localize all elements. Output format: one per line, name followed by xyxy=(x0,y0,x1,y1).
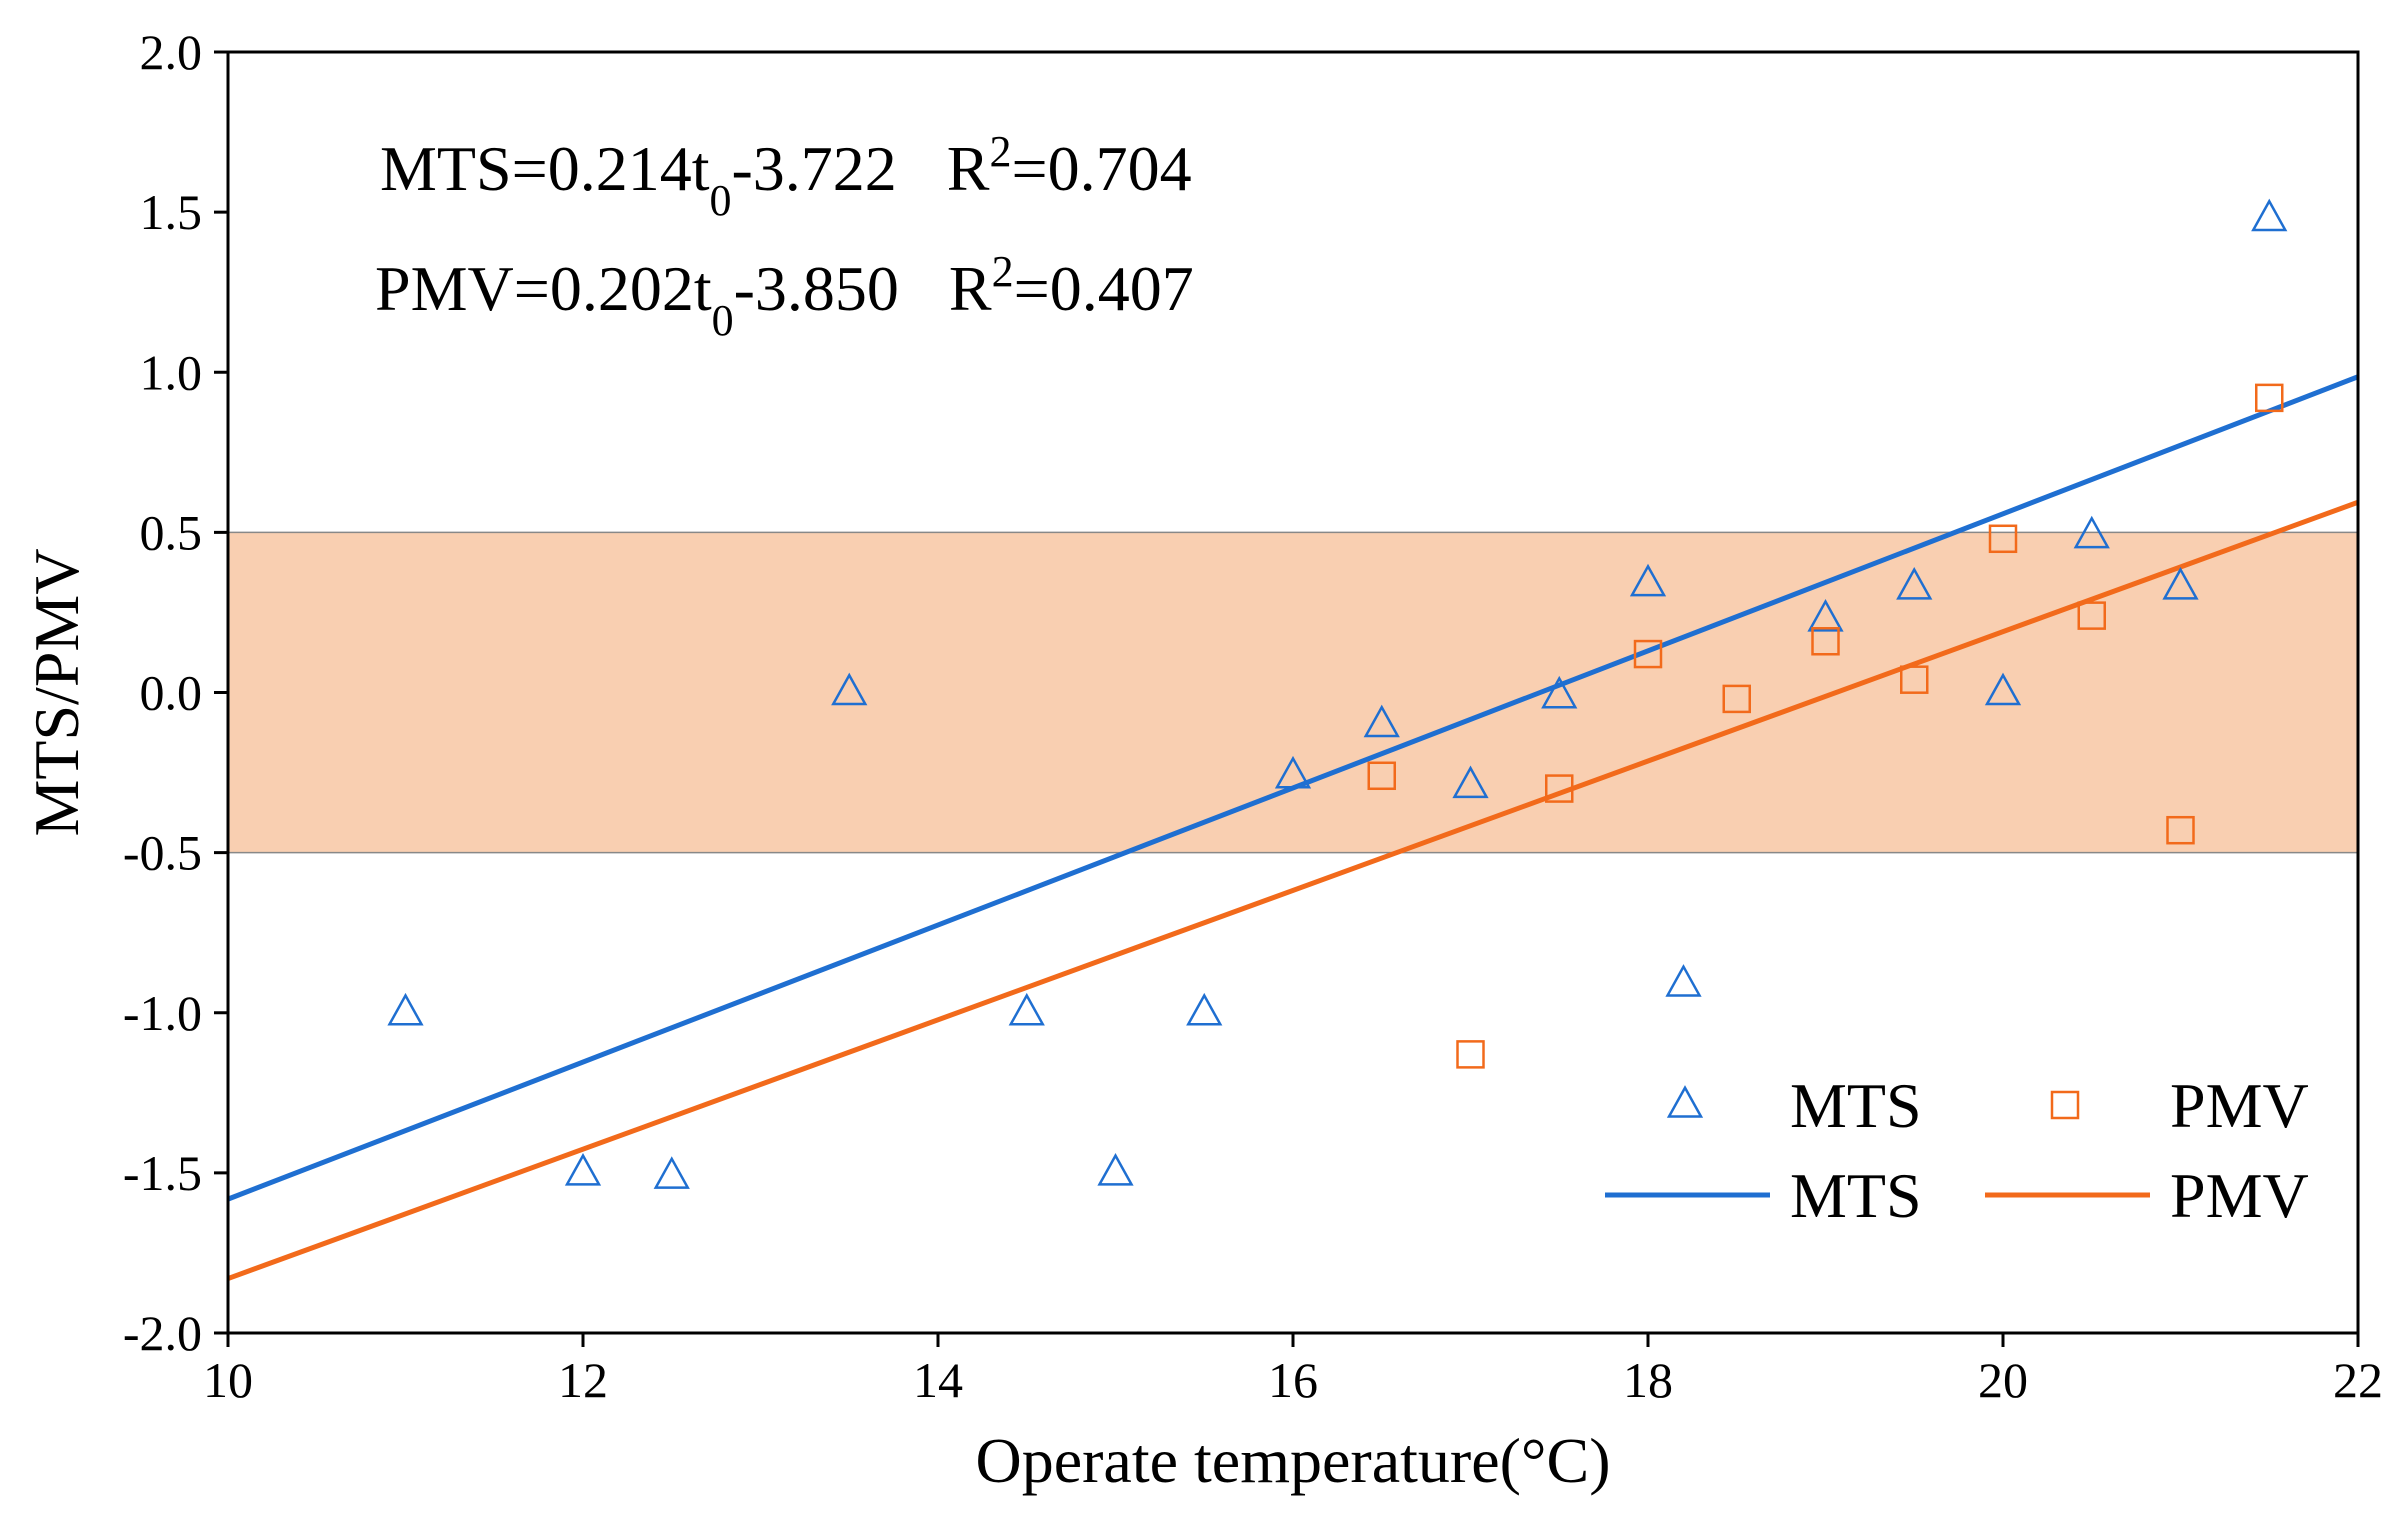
legend-label-pmv: PMV xyxy=(2170,1070,2309,1141)
y-tick-label: -2.0 xyxy=(123,1305,202,1361)
pmv-point xyxy=(2166,815,2195,845)
y-tick-label: 2.0 xyxy=(140,24,203,80)
pmv-point xyxy=(1367,761,1396,791)
mts-point xyxy=(564,1153,602,1186)
equation-pmv-mid: -3.850 xyxy=(734,253,899,324)
equation-mts-sub: 0 xyxy=(709,176,731,225)
fit-line-pmv xyxy=(227,499,2359,1281)
mts-point xyxy=(1807,598,1844,632)
legend-label-mts: MTS xyxy=(1790,1160,1922,1231)
y-tick-label: 0.5 xyxy=(140,504,203,560)
pmv-point xyxy=(1900,665,1929,694)
mts-point xyxy=(1984,672,2022,706)
x-tick-label: 16 xyxy=(1268,1352,1318,1408)
pmv-point xyxy=(1456,1040,1485,1069)
y-tick-label: 1.0 xyxy=(140,344,203,400)
mts-point xyxy=(1629,563,1667,597)
equation-mts-mid: -3.722 xyxy=(731,133,896,204)
y-tick-label: -1.0 xyxy=(123,985,202,1041)
data-points xyxy=(387,198,2288,1189)
equation-pmv-lhs: PMV=0.202t xyxy=(375,253,712,324)
mts-point xyxy=(653,1156,690,1189)
equation-mts: MTS=0.214t0-3.722 R2=0.704 xyxy=(380,127,1192,225)
mts-point xyxy=(2251,198,2288,232)
mts-point xyxy=(1363,704,1400,738)
equation-pmv-sub: 0 xyxy=(712,296,734,345)
x-tick-label: 18 xyxy=(1623,1352,1673,1408)
equation-pmv-sup: 2 xyxy=(992,247,1014,296)
pmv-point xyxy=(1988,524,2018,554)
x-tick-label: 20 xyxy=(1978,1352,2028,1408)
y-axis-title: MTS/PMV xyxy=(21,548,92,836)
y-tick-label: 1.5 xyxy=(140,184,203,240)
pmv-point xyxy=(1633,639,1663,669)
mts-point xyxy=(1097,1153,1134,1186)
pmv-point xyxy=(1722,684,1751,714)
equation-pmv: PMV=0.202t0-3.850 R2=0.407 xyxy=(375,247,1194,345)
mts-point xyxy=(1452,765,1489,799)
pmv-point xyxy=(1811,627,1840,656)
comfort-band xyxy=(228,532,2358,853)
mts-point xyxy=(2073,515,2110,549)
axis-ticks: 10 12 14 16 18 20 22-2.0-1.5-1.0-0.50.00.51.01… xyxy=(123,24,2383,1408)
equation-mts-lhs: MTS=0.214t xyxy=(380,133,710,204)
mts-point xyxy=(1274,755,1312,789)
legend: MTS PMV MTS PMV xyxy=(1605,1070,2309,1231)
x-tick-label: 14 xyxy=(913,1352,963,1408)
mts-point xyxy=(1008,992,1045,1026)
y-tick-label: 0.0 xyxy=(140,665,203,721)
equation-mts-rhs: =0.704 xyxy=(1011,133,1191,204)
legend-label-pmv: PMV xyxy=(2170,1160,2309,1231)
pmv-point xyxy=(2077,601,2106,630)
mts-point xyxy=(1186,992,1223,1026)
y-tick-label: -0.5 xyxy=(123,825,202,881)
equation-pmv-r: R xyxy=(949,253,992,324)
x-tick-label: 22 xyxy=(2333,1352,2383,1408)
mts-point xyxy=(2162,566,2199,600)
legend-marker-pmv xyxy=(2050,1090,2080,1120)
mts-point xyxy=(1665,964,1702,997)
x-axis-title: Operate temperature(°C) xyxy=(975,1425,1610,1496)
equation-pmv-rhs: =0.407 xyxy=(1014,253,1194,324)
legend-marker-mts xyxy=(1666,1085,1704,1118)
comfort-band-layer xyxy=(228,531,2358,854)
mts-point xyxy=(1896,566,1933,600)
y-tick-label: -1.5 xyxy=(123,1145,202,1201)
mts-point xyxy=(831,672,868,706)
mts-point xyxy=(1541,675,1578,709)
equation-mts-sup: 2 xyxy=(989,127,1011,176)
legend-label-mts: MTS xyxy=(1790,1070,1922,1141)
equation-mts-r: R xyxy=(947,133,990,204)
pmv-point xyxy=(1545,774,1574,803)
mts-point xyxy=(387,992,424,1026)
x-tick-label: 12 xyxy=(558,1352,608,1408)
pmv-point xyxy=(2255,383,2284,413)
x-tick-label: 10 xyxy=(203,1352,253,1408)
